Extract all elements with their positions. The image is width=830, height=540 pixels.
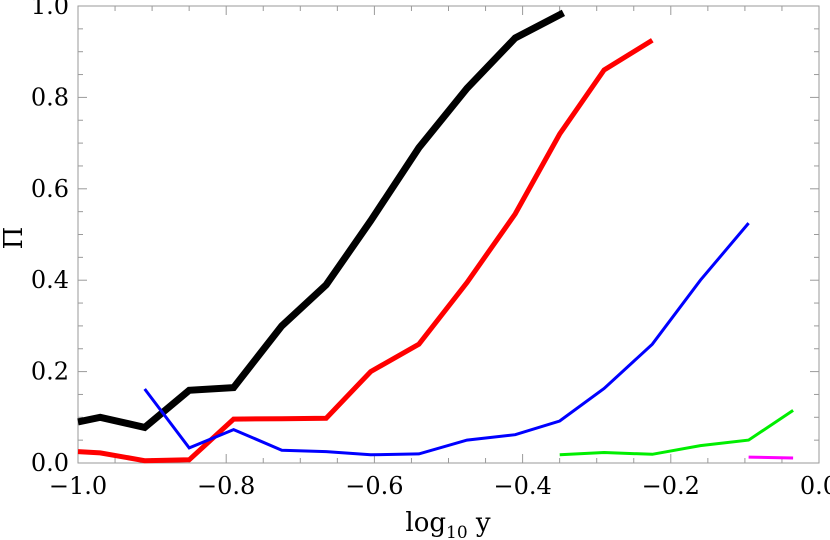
x-axis-title-base: log [405,508,446,538]
x-tick-label: −1.0 [49,472,107,500]
y-tick-label: 0.0 [31,449,69,477]
y-axis-title: Π [0,227,29,250]
series-line-blue [143,222,750,457]
axis-ticks [77,5,820,464]
x-tick-label: −0.8 [197,472,255,500]
x-axis-title: log10 y [405,508,491,540]
y-tick-label: 0.8 [31,83,69,111]
x-tick-label: −0.4 [493,472,551,500]
series-line-red [77,38,654,464]
y-tick-label: 0.4 [31,266,69,294]
y-tick-label: 0.2 [31,358,69,386]
series-layer [77,9,794,464]
x-axis-title-rest: y [468,508,491,538]
series-line-green [559,409,794,457]
x-tick-label: −0.6 [345,472,403,500]
x-axis-title-subscript: 10 [446,523,468,540]
x-tick-label: 0.0 [800,472,830,500]
y-tick-label: 0.6 [31,175,69,203]
x-tick-label: −0.2 [642,472,700,500]
y-tick-label: 1.0 [31,0,69,20]
series-line-black [77,9,566,432]
series-line-magenta [748,455,794,460]
axis-tick-labels: −1.0 −0.8 −0.6 −0.4 −0.2 0.0 0.0 0.2 0.4 0.6 0.8 1.… [31,0,830,500]
